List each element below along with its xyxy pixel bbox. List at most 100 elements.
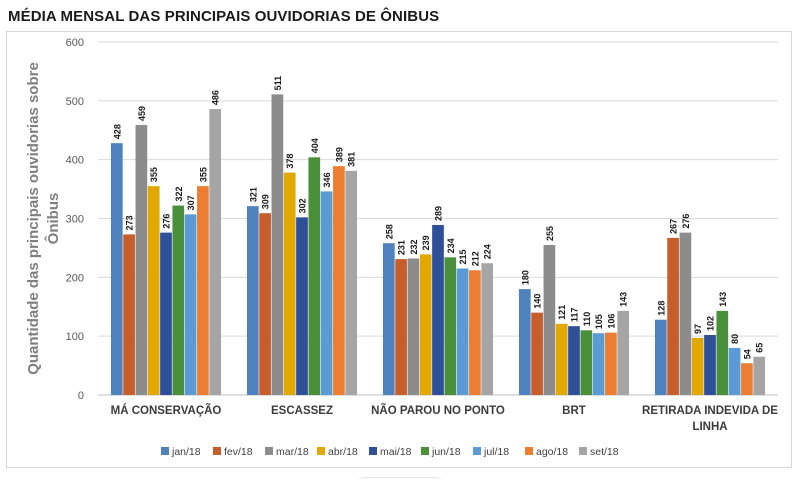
data-label: 273 [125,215,135,230]
data-label: 102 [706,316,716,331]
bar [283,172,296,395]
legend-label: jan/18 [171,446,201,458]
data-label: 54 [742,349,752,359]
bar [197,186,209,395]
legend-label: mai/18 [380,446,412,458]
legend-swatch [317,447,325,455]
data-label: 511 [273,76,283,91]
bar [543,244,556,395]
bar [333,166,345,395]
bar [345,170,358,395]
legend-label: mar/18 [276,446,309,458]
data-label: 309 [261,194,271,209]
bar [654,319,667,395]
bar [184,214,197,395]
data-label: 355 [149,167,159,182]
bar [308,157,321,395]
data-label: 378 [285,154,295,169]
data-label: 143 [718,292,728,307]
legend-swatch [473,447,481,455]
legend-swatch [421,447,429,455]
bar [407,258,420,395]
y-tick-label: 400 [66,155,84,167]
bar [555,323,568,395]
bar [123,234,135,395]
bar [296,217,308,395]
x-category-label: BRT [562,405,586,417]
data-label: 224 [483,244,493,259]
y-tick-label: 300 [66,214,84,226]
legend-swatch [161,447,169,455]
bar [209,109,222,395]
data-label: 389 [334,147,344,162]
data-label: 80 [730,334,740,344]
data-label: 128 [656,301,666,316]
bar [432,224,444,395]
bar [320,191,333,395]
data-label: 355 [198,167,208,182]
legend-swatch [579,447,587,455]
data-label: 105 [594,314,604,329]
chart-title: MÉDIA MENSAL DAS PRINCIPAIS OUVIDORIAS D… [8,8,440,25]
bar [518,289,531,395]
data-label: 97 [693,324,703,334]
y-tick-label: 100 [66,331,84,343]
data-label: 486 [211,90,221,105]
bar [172,205,185,395]
bar [147,186,160,395]
legend-label: fev/18 [224,446,253,458]
bar [617,310,630,395]
data-label: 307 [186,195,196,210]
y-axis-title: Quantidade das principais ouvidorias sob… [25,62,42,375]
x-category-label: MÁ CONSERVAÇÃO [111,404,222,417]
x-category-label: ESCASSEZ [271,405,333,417]
data-label: 180 [520,270,530,285]
bar [246,206,259,395]
bar [419,254,432,395]
bar [395,259,407,395]
data-label: 322 [174,187,184,202]
legend-swatch [213,447,221,455]
legend-label: ago/18 [536,446,568,458]
data-label: 321 [248,187,258,202]
chart-panel [6,31,792,468]
data-label: 276 [162,214,172,229]
data-label: 258 [384,224,394,239]
bar [728,347,741,395]
bar [704,334,716,395]
bar [259,213,271,395]
bar [135,124,148,395]
bar [160,232,172,395]
legend-swatch [369,447,377,455]
data-label: 346 [322,172,332,187]
data-label: 267 [669,219,679,234]
x-category-label: NÃO PAROU NO PONTO [371,404,505,417]
bar [481,263,494,395]
bar [271,94,284,395]
data-label: 143 [619,292,629,307]
data-label: 106 [606,314,616,329]
data-label: 239 [421,235,431,250]
x-category-label: LINHA [692,421,727,433]
data-label: 276 [681,214,691,229]
data-label: 302 [298,198,308,213]
y-tick-label: 200 [66,272,84,284]
bar [110,143,123,395]
bar [605,332,617,395]
data-label: 140 [533,294,543,309]
bar [382,243,395,395]
legend-label: abr/18 [328,446,358,458]
y-tick-label: 600 [66,37,84,49]
bar [691,337,704,395]
bar [568,326,580,395]
data-label: 215 [458,249,468,264]
data-label: 289 [434,206,444,221]
legend-label: jul/18 [483,446,509,458]
y-axis-title: Ônibus [44,193,62,245]
x-category-label: RETIRADA INDEVIDA DE [642,405,778,417]
data-label: 234 [446,238,456,253]
legend-label: set/18 [590,446,619,458]
bar [667,237,679,395]
data-label: 65 [755,343,765,353]
